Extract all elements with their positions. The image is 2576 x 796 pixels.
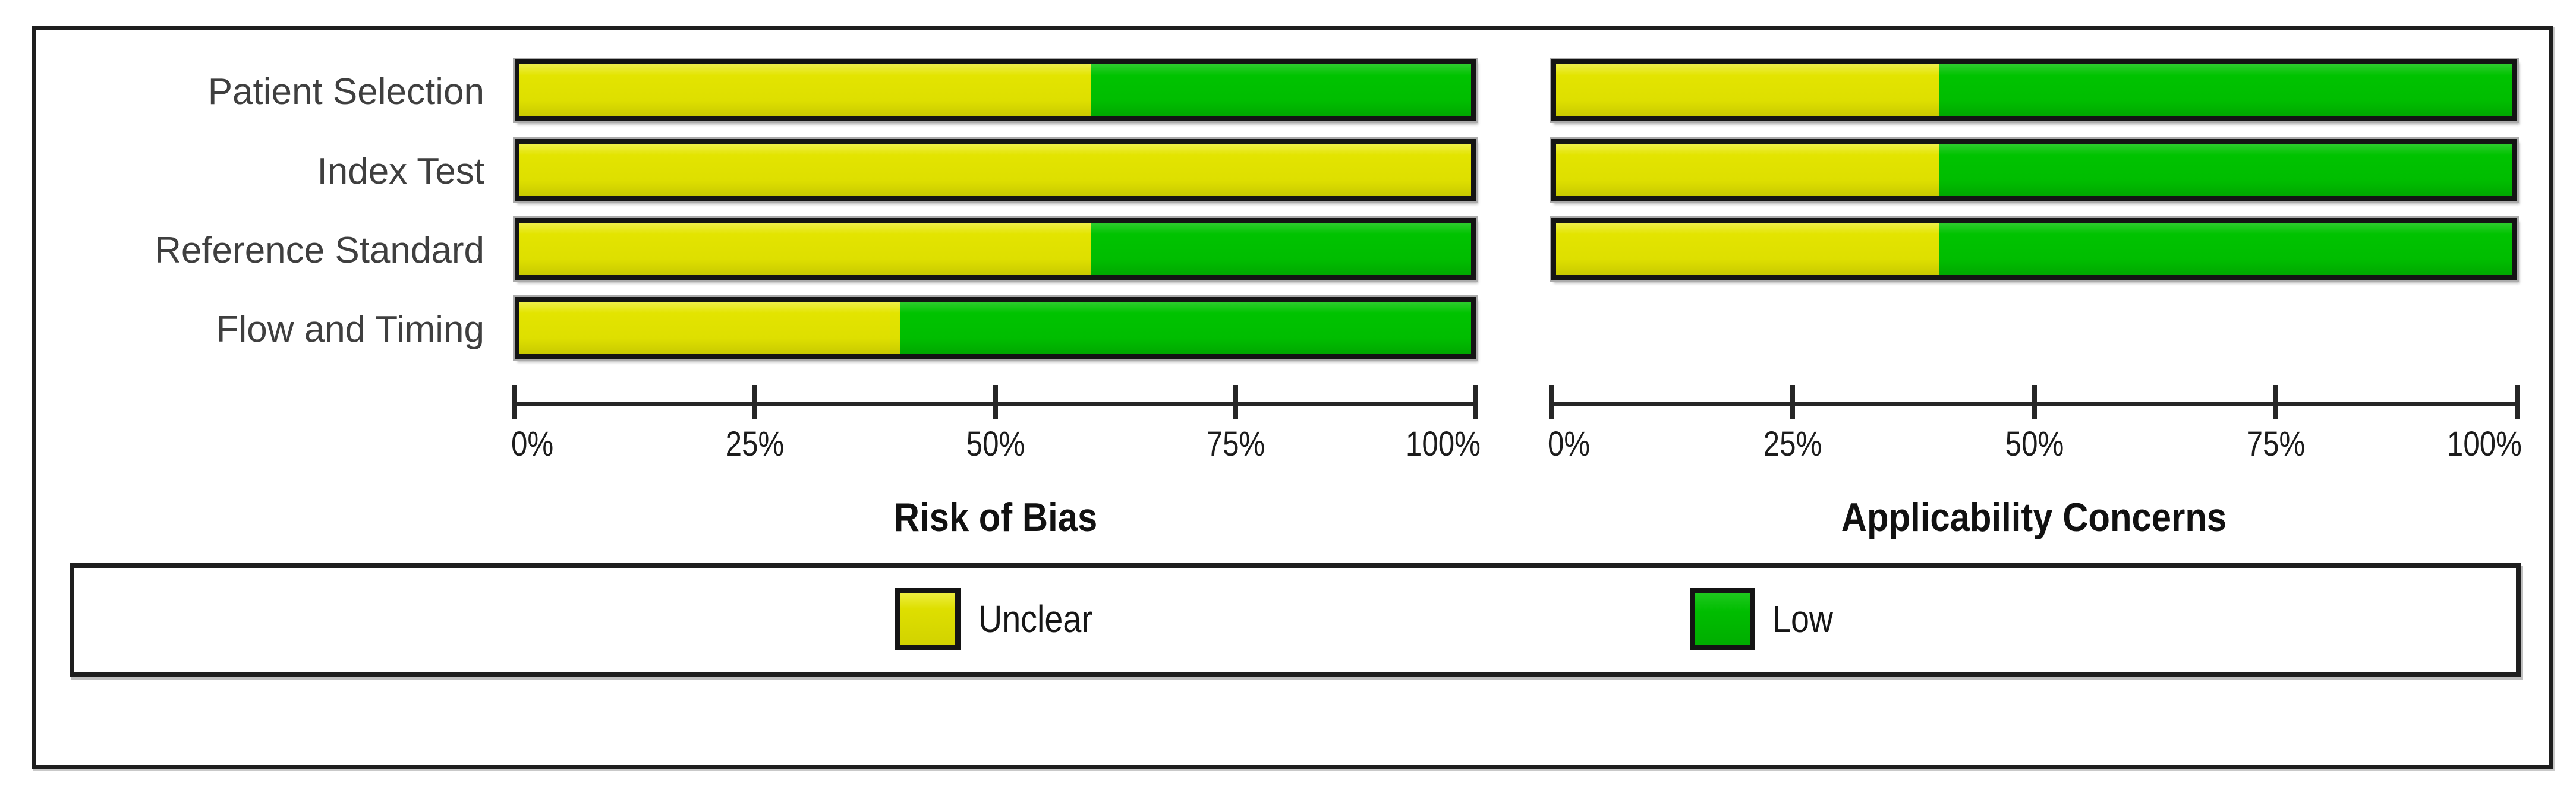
axis-tick-label-0%: 0% bbox=[1548, 424, 1598, 464]
bar-index-test bbox=[1551, 139, 2517, 201]
axis-tick-100% bbox=[2515, 385, 2520, 419]
row-label-flow-and-timing: Flow and Timing bbox=[216, 309, 484, 350]
axis-tick-label-100%: 100% bbox=[2434, 424, 2522, 464]
axis-title-applicability-concerns: Applicability Concerns bbox=[1815, 494, 2253, 541]
legend-box bbox=[70, 563, 2521, 677]
bar-segment-unclear bbox=[1556, 64, 1939, 116]
bar-segment-unclear bbox=[1556, 223, 1939, 275]
axis-tick-label-25%: 25% bbox=[720, 424, 789, 464]
axis-tick-0% bbox=[512, 385, 517, 419]
bar-segment-unclear bbox=[519, 223, 1091, 275]
axis-tick-label-25%: 25% bbox=[1758, 424, 1827, 464]
axis-tick-label-text: 25% bbox=[725, 425, 785, 463]
bar-segment-low bbox=[900, 302, 1471, 354]
axis-tick-25% bbox=[1790, 385, 1796, 419]
bar-reference-standard bbox=[515, 218, 1476, 280]
axis-tick-label-text: 50% bbox=[2005, 425, 2064, 463]
axis-tick-label-text: 0% bbox=[1548, 425, 1591, 463]
axis-title-risk-of-bias: Risk of Bias bbox=[880, 494, 1111, 541]
row-label-index-test: Index Test bbox=[317, 151, 484, 192]
axis-tick-label-0%: 0% bbox=[511, 424, 561, 464]
bar-index-test bbox=[515, 139, 1476, 201]
axis-tick-label-100%: 100% bbox=[1393, 424, 1481, 464]
axis-tick-label-text: 50% bbox=[966, 425, 1025, 463]
bar-flow-and-timing bbox=[515, 297, 1476, 359]
bar-segment-low bbox=[1090, 64, 1471, 116]
row-label-patient-selection: Patient Selection bbox=[207, 71, 484, 112]
legend-label-unclear-text: Unclear bbox=[978, 598, 1092, 640]
axis-tick-label-text: 100% bbox=[1405, 425, 1481, 463]
axis-tick-75% bbox=[2273, 385, 2278, 419]
axis-tick-25% bbox=[752, 385, 758, 419]
bar-segment-low bbox=[1938, 223, 2512, 275]
bar-segment-low bbox=[1938, 64, 2512, 116]
axis-tick-label-text: 25% bbox=[1763, 425, 1822, 463]
axis-tick-label-text: 100% bbox=[2446, 425, 2522, 463]
legend-label-low: Low bbox=[1772, 588, 1842, 650]
legend-label-low-text: Low bbox=[1772, 598, 1834, 640]
bar-segment-unclear bbox=[1556, 144, 1939, 196]
axis-tick-label-50%: 50% bbox=[1999, 424, 2068, 464]
legend-swatch-low bbox=[1690, 588, 1755, 650]
axis-title-text: Risk of Bias bbox=[893, 495, 1098, 540]
axis-tick-label-text: 75% bbox=[1206, 425, 1265, 463]
axis-tick-50% bbox=[2032, 385, 2037, 419]
legend-label-unclear: Unclear bbox=[978, 588, 1110, 650]
bar-segment-low bbox=[1090, 223, 1471, 275]
axis-tick-100% bbox=[1473, 385, 1478, 419]
bar-segment-unclear bbox=[519, 302, 900, 354]
axis-tick-label-50%: 50% bbox=[961, 424, 1029, 464]
bar-segment-low bbox=[1938, 144, 2512, 196]
axis-tick-label-text: 0% bbox=[511, 425, 554, 463]
bar-reference-standard bbox=[1551, 218, 2517, 280]
axis-tick-75% bbox=[1233, 385, 1238, 419]
axis-tick-label-text: 75% bbox=[2246, 425, 2306, 463]
axis-tick-0% bbox=[1549, 385, 1554, 419]
axis-tick-label-75%: 75% bbox=[1201, 424, 1270, 464]
legend-swatch-unclear bbox=[895, 588, 961, 650]
bar-segment-unclear bbox=[519, 144, 1471, 196]
row-label-reference-standard: Reference Standard bbox=[155, 230, 484, 271]
axis-tick-50% bbox=[993, 385, 998, 419]
bar-patient-selection bbox=[515, 59, 1476, 121]
axis-title-text: Applicability Concerns bbox=[1841, 495, 2227, 540]
bar-segment-unclear bbox=[519, 64, 1091, 116]
bar-patient-selection bbox=[1551, 59, 2517, 121]
axis-tick-label-75%: 75% bbox=[2241, 424, 2310, 464]
